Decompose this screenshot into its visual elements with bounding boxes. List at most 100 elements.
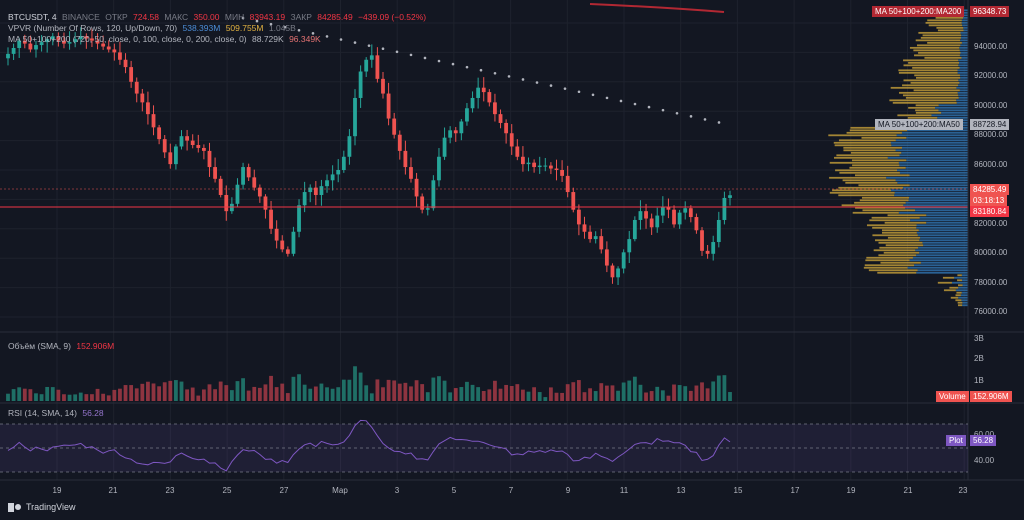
- vpvr-row-up: [907, 129, 968, 132]
- vpvr-row-down: [875, 239, 920, 242]
- vpvr-row-down: [864, 264, 915, 267]
- volume-bar: [190, 387, 195, 401]
- vpvr-row-up: [917, 269, 968, 272]
- volume-bar: [576, 380, 581, 401]
- vpvr-row-up: [959, 66, 968, 69]
- volume-bar: [246, 390, 251, 401]
- vpvr-row-up: [937, 116, 968, 119]
- candle-body: [504, 122, 509, 134]
- rsi-label[interactable]: RSI (14, SMA, 14): [8, 408, 77, 418]
- volume-bar: [571, 382, 576, 401]
- volume-bar: [493, 380, 497, 401]
- vpvr-row-up: [901, 151, 968, 154]
- vpvr-row-down: [943, 289, 956, 292]
- candle-body: [610, 265, 615, 278]
- high-label: МАКС: [164, 12, 189, 22]
- candle-body: [700, 230, 704, 251]
- close-label: ЗАКР: [290, 12, 312, 22]
- vpvr-row-down: [935, 16, 964, 19]
- candlestick-series[interactable]: [6, 27, 732, 285]
- candle-body: [118, 52, 122, 60]
- low-value: 83943.19: [249, 12, 286, 22]
- ma200-tag-value: 96348.73: [970, 6, 1010, 17]
- candle-body: [34, 45, 38, 50]
- vpvr-row-up: [962, 279, 968, 282]
- candle-body: [604, 249, 609, 266]
- volume-label[interactable]: Объём (SMA, 9): [8, 341, 71, 351]
- vpvr-label[interactable]: VPVR (Number Of Rows, 120, Up/Down, 70): [8, 23, 178, 33]
- ma50-dot: [549, 84, 553, 87]
- vpvr-row-up: [955, 289, 968, 292]
- volume-bar: [67, 394, 72, 401]
- volume-bar: [257, 387, 262, 401]
- volume-bar: [185, 389, 190, 401]
- vpvr-row-down: [838, 194, 895, 197]
- vpvr-row-down: [937, 281, 952, 284]
- volume-bar: [308, 388, 313, 401]
- vpvr-row-up: [960, 31, 968, 34]
- ma50-dot: [605, 96, 609, 100]
- volume-bar: [722, 375, 727, 401]
- rsi-legend[interactable]: RSI (14, SMA, 14) 56.28: [8, 408, 107, 419]
- tradingview-logo[interactable]: TradingView: [8, 502, 76, 512]
- volume-bar: [336, 387, 341, 401]
- symbol-legend[interactable]: BTCUSDT, 4 BINANCE ОТКР 724.58 МАКС 350.…: [8, 12, 429, 23]
- symbol-name[interactable]: BTCUSDT, 4: [8, 12, 57, 22]
- candle-body: [6, 53, 10, 59]
- candle-body: [515, 146, 520, 157]
- volume-bar: [644, 392, 648, 401]
- vpvr-row-down: [835, 169, 898, 172]
- time-tick: 15: [733, 486, 743, 495]
- volume-bar: [341, 379, 346, 401]
- volume-bar: [515, 384, 520, 401]
- candle-body: [548, 165, 553, 169]
- vpvr-row-up: [895, 179, 968, 182]
- candle-body: [381, 78, 385, 94]
- volume-bar: [420, 384, 425, 401]
- volume-legend[interactable]: Объём (SMA, 9) 152.906M: [8, 341, 117, 352]
- vpvr-row-down: [850, 151, 902, 154]
- volume-bar: [285, 393, 290, 401]
- vpvr-down-value: 509.755M: [225, 23, 264, 33]
- vpvr-row-down: [957, 279, 963, 282]
- vpvr-row-up: [961, 41, 968, 44]
- volume-bar: [274, 387, 279, 401]
- candle-body: [224, 194, 229, 212]
- vpvr-row-up: [958, 84, 968, 87]
- ma50-dot: [409, 53, 413, 57]
- vpvr-row-down: [915, 104, 939, 107]
- vpvr-row-down: [859, 199, 909, 202]
- time-tick: 9: [565, 486, 571, 495]
- vpvr-row-down: [942, 276, 955, 279]
- vpvr-row-down: [899, 91, 958, 94]
- vpvr-row-down: [838, 186, 903, 189]
- vpvr-row-down: [914, 74, 960, 77]
- volume-bar: [157, 386, 162, 401]
- rsi-line: [7, 419, 731, 472]
- ma-label[interactable]: MA 50+100+200 (720, 50, close, 0, 100, c…: [8, 34, 247, 44]
- vpvr-row-up: [941, 111, 968, 114]
- volume-bar: [381, 387, 385, 401]
- vpvr-row-down: [828, 134, 897, 137]
- volume-tag-value: 152.906M: [970, 391, 1012, 402]
- vpvr-row-down: [916, 76, 961, 79]
- vpvr-row-down: [842, 179, 896, 182]
- volume-bar: [252, 386, 257, 401]
- vpvr-row-down: [902, 94, 959, 97]
- vpvr-row-up: [956, 101, 968, 104]
- vpvr-row-down: [852, 164, 900, 167]
- vpvr-row-down: [836, 154, 900, 157]
- vpvr-row-up: [958, 64, 968, 67]
- vpvr-legend[interactable]: VPVR (Number Of Rows, 120, Up/Down, 70) …: [8, 23, 299, 34]
- volume-bar: [504, 384, 509, 401]
- ma-legend[interactable]: MA 50+100+200 (720, 50, close, 0, 100, c…: [8, 34, 324, 45]
- volume-bar: [34, 393, 38, 401]
- vpvr-row-up: [963, 16, 968, 19]
- vpvr-row-up: [908, 199, 968, 202]
- volume-bar: [616, 390, 620, 401]
- candle-body: [565, 175, 570, 193]
- vpvr-row-up: [961, 274, 968, 277]
- candle-body: [62, 40, 66, 44]
- vpvr-row-up: [914, 264, 968, 267]
